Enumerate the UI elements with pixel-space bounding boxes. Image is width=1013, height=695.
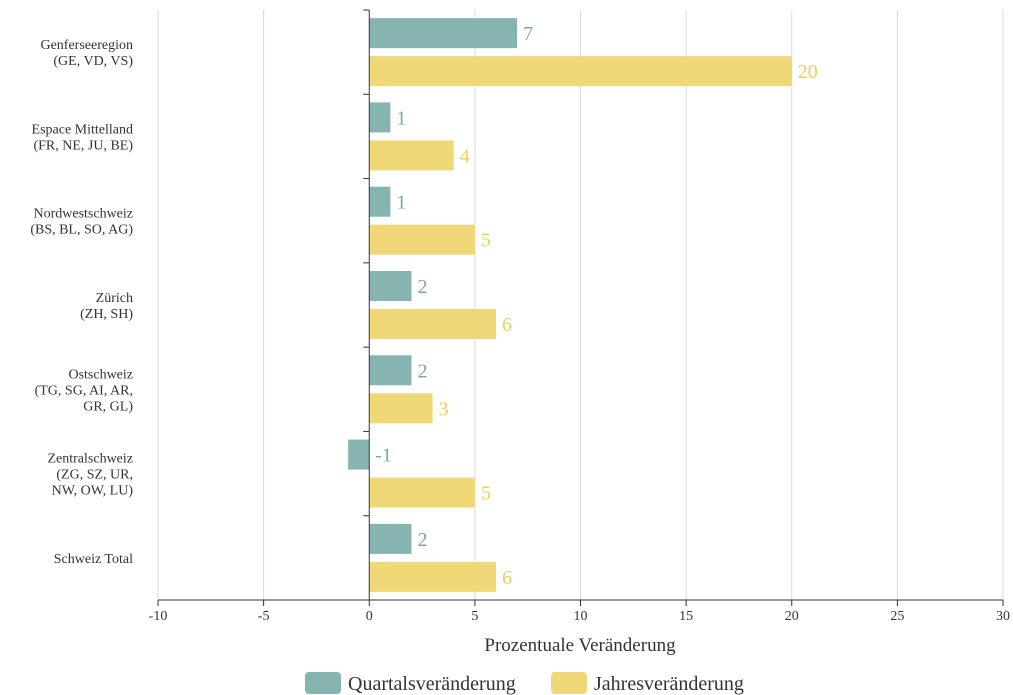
legend-label: Jahresveränderung bbox=[594, 673, 744, 695]
bar-jahr bbox=[369, 393, 433, 424]
bar-quartal bbox=[369, 523, 412, 554]
data-label: 7 bbox=[523, 23, 533, 45]
data-label: 1 bbox=[396, 192, 406, 214]
bar-quartal bbox=[369, 271, 412, 301]
x-tick-label: 20 bbox=[785, 609, 799, 624]
category-label: Espace Mittelland (FR, NE, JU, BE) bbox=[32, 122, 134, 153]
category-label: Zentralschweiz (ZG, SZ, UR, NW, OW, LU) bbox=[47, 452, 133, 499]
legend-item-quartal[interactable]: Quartalsveränderung bbox=[305, 672, 516, 695]
bar-jahr bbox=[369, 224, 475, 255]
legend-swatch bbox=[305, 672, 341, 694]
x-tick-label: 30 bbox=[996, 609, 1010, 624]
gridlines bbox=[157, 10, 1004, 600]
x-tick-label: -10 bbox=[149, 609, 168, 624]
data-label: 2 bbox=[418, 276, 428, 298]
data-label: 6 bbox=[502, 314, 512, 336]
category-label: Nordwestschweiz (BS, BL, SO, AG) bbox=[30, 207, 133, 238]
data-label: 6 bbox=[502, 567, 512, 589]
data-label: 5 bbox=[481, 483, 491, 505]
x-tick-label: 5 bbox=[471, 609, 478, 624]
bar-quartal bbox=[369, 186, 391, 217]
data-label: 4 bbox=[460, 145, 470, 167]
bar-quartal bbox=[369, 18, 518, 49]
data-label: -1 bbox=[375, 445, 392, 467]
legend-label: Quartalsveränderung bbox=[348, 673, 516, 695]
category-label: Schweiz Total bbox=[54, 552, 133, 567]
x-tick-label: -5 bbox=[258, 609, 270, 624]
data-label: 2 bbox=[418, 360, 428, 382]
category-label: Ostschweiz (TG, SG, AI, AR, GR, GL) bbox=[35, 367, 134, 414]
category-labels: Genferseeregion (GE, VD, VS) Espace Mittel… bbox=[30, 38, 133, 567]
legend: Quartalsveränderung Jahresveränderung bbox=[305, 672, 744, 695]
data-label: 20 bbox=[798, 61, 818, 83]
data-label: 3 bbox=[439, 398, 449, 420]
data-label: 5 bbox=[481, 230, 491, 252]
bar-jahr bbox=[369, 56, 792, 87]
x-tick-label: 15 bbox=[679, 609, 693, 624]
bar-quartal bbox=[369, 102, 391, 133]
x-axis-title: Prozentuale Veränderung bbox=[484, 635, 676, 656]
x-tick-label: 10 bbox=[574, 609, 588, 624]
legend-swatch bbox=[551, 672, 587, 694]
bar-quartal bbox=[369, 355, 412, 386]
bar-jahr bbox=[369, 140, 454, 171]
data-label: 1 bbox=[396, 107, 406, 129]
bar-jahr bbox=[369, 561, 496, 592]
category-label: Zürich (ZH, SH) bbox=[80, 291, 133, 322]
legend-item-jahr[interactable]: Jahresveränderung bbox=[551, 672, 744, 695]
axes bbox=[157, 9, 1004, 606]
bar-jahr bbox=[369, 309, 496, 339]
bar-jahr bbox=[369, 477, 475, 508]
x-tick-labels: -10 -5 0 5 10 15 20 25 30 bbox=[149, 609, 1010, 624]
bars bbox=[348, 18, 792, 592]
category-label: Genferseeregion (GE, VD, VS) bbox=[40, 38, 133, 69]
x-tick-label: 25 bbox=[890, 609, 904, 624]
data-label: 2 bbox=[418, 529, 428, 551]
x-tick-label: 0 bbox=[366, 609, 373, 624]
bar-quartal bbox=[348, 439, 370, 470]
